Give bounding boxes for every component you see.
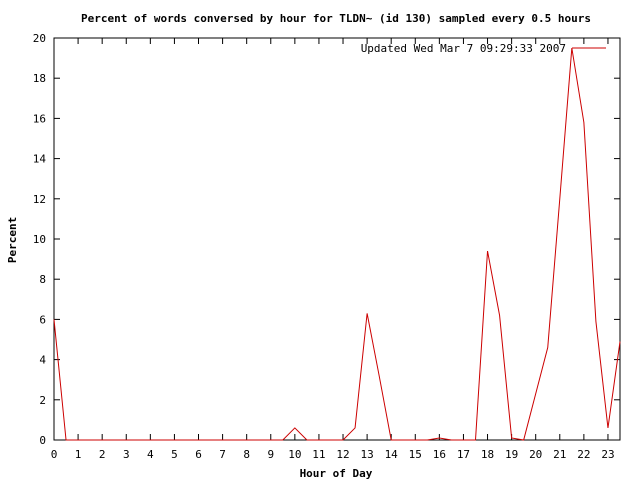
legend-label: Updated Wed Mar 7 09:29:33 2007 [361,42,566,55]
x-axis-ticks: 0 1 2 3 4 5 6 7 8 9 10 11 12 13 14 15 16 17 18 19 20 21 22 23 [51,38,615,461]
y-tick-label-20: 20 [33,32,46,45]
plot-frame [53,37,621,441]
x-tick-label-6: 6 [195,448,202,461]
x-tick-label-10: 10 [288,448,301,461]
y-axis-label: Percent [6,217,19,263]
x-tick-label-5: 5 [171,448,178,461]
x-axis-label: Hour of Day [300,467,373,480]
y-tick-label-6: 6 [39,313,46,326]
x-tick-label-12: 12 [336,448,349,461]
x-tick-label-23: 23 [601,448,614,461]
x-tick-label-0: 0 [51,448,58,461]
x-tick-label-8: 8 [243,448,250,461]
legend: Updated Wed Mar 7 09:29:33 2007 [361,42,606,55]
x-tick-label-11: 11 [312,448,325,461]
x-tick-label-18: 18 [481,448,494,461]
y-tick-label-14: 14 [33,153,47,166]
x-tick-label-22: 22 [577,448,590,461]
x-tick-label-21: 21 [553,448,566,461]
y-tick-label-18: 18 [33,72,46,85]
y-tick-label-16: 16 [33,112,46,125]
x-tick-label-15: 15 [409,448,422,461]
x-tick-label-14: 14 [385,448,399,461]
y-tick-label-10: 10 [33,233,46,246]
y-tick-label-12: 12 [33,193,46,206]
x-tick-label-16: 16 [433,448,446,461]
x-tick-label-20: 20 [529,448,542,461]
y-tick-label-4: 4 [39,354,46,367]
x-tick-label-17: 17 [457,448,470,461]
x-tick-label-4: 4 [147,448,154,461]
y-tick-label-8: 8 [39,273,46,286]
x-tick-label-19: 19 [505,448,518,461]
series-line [53,47,621,441]
x-tick-label-1: 1 [75,448,82,461]
x-tick-label-3: 3 [123,448,130,461]
x-tick-label-2: 2 [99,448,106,461]
x-tick-label-9: 9 [267,448,274,461]
y-tick-label-0: 0 [39,434,46,447]
chart-title: Percent of words conversed by hour for T… [81,12,591,25]
y-tick-label-2: 2 [39,394,46,407]
x-tick-label-7: 7 [219,448,226,461]
x-tick-label-13: 13 [360,448,373,461]
y-axis-ticks: 0 2 4 6 8 10 12 14 16 18 20 [33,32,620,447]
